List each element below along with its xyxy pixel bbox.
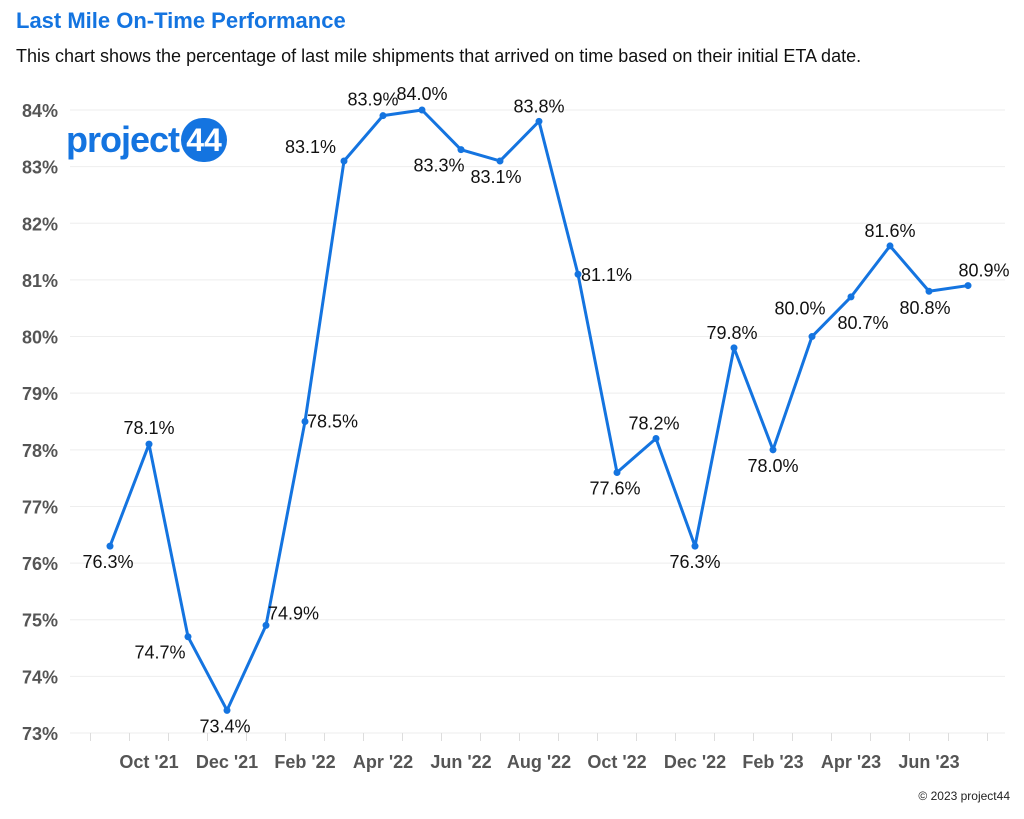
data-label: 73.4%: [199, 716, 250, 736]
x-tick-label: Apr '22: [353, 752, 413, 772]
y-tick-label: 84%: [22, 101, 58, 121]
copyright-text: © 2023 project44: [918, 789, 1010, 803]
x-tick-label: Dec '22: [664, 752, 726, 772]
x-axis-ticks: Oct '21 Dec '21 Feb '22 Apr '22 Jun '22 Aug '…: [119, 752, 959, 772]
y-tick-label: 73%: [22, 724, 58, 744]
y-tick-label: 74%: [22, 667, 58, 687]
data-point: [418, 106, 426, 114]
y-tick-label: 76%: [22, 554, 58, 574]
data-point: [925, 287, 933, 295]
data-label: 78.2%: [628, 413, 679, 433]
data-point: [184, 633, 192, 641]
data-point: [223, 706, 231, 714]
data-point: [262, 621, 270, 629]
y-tick-label: 79%: [22, 384, 58, 404]
y-tick-label: 77%: [22, 497, 58, 517]
chart-subtitle: This chart shows the percentage of last …: [16, 46, 862, 66]
x-tick-label: Jun '22: [430, 752, 491, 772]
x-tick-label: Oct '21: [119, 752, 178, 772]
data-point: [340, 157, 348, 165]
data-point: [106, 542, 114, 550]
data-label: 78.1%: [123, 418, 174, 438]
series-line-layer: [108, 108, 969, 712]
data-label: 83.1%: [470, 167, 521, 187]
data-label: 83.8%: [513, 96, 564, 116]
data-labels: 76.3% 78.1% 74.7% 73.4% 74.9% 78.5% 83.1% 83.9%…: [82, 84, 1009, 736]
data-label: 80.8%: [899, 298, 950, 318]
data-label: 78.0%: [747, 456, 798, 476]
x-tick-label: Oct '22: [587, 752, 646, 772]
data-point: [379, 112, 387, 120]
data-label: 79.8%: [706, 323, 757, 343]
data-label: 78.5%: [307, 412, 358, 432]
data-point: [496, 157, 504, 165]
x-tick-label: Apr '23: [821, 752, 881, 772]
data-point: [613, 468, 621, 476]
data-label: 81.1%: [581, 265, 632, 285]
data-point: [964, 282, 972, 290]
data-label: 76.3%: [82, 552, 133, 572]
y-tick-label: 75%: [22, 611, 58, 631]
project44-logo: project 44: [66, 118, 228, 162]
y-tick-label: 81%: [22, 271, 58, 291]
data-label: 80.9%: [958, 261, 1009, 281]
y-tick-label: 83%: [22, 158, 58, 178]
x-tick-label: Dec '21: [196, 752, 258, 772]
data-label: 74.9%: [268, 603, 319, 623]
x-tick-label: Feb '22: [274, 752, 335, 772]
data-label: 77.6%: [589, 478, 640, 498]
data-points: [106, 106, 972, 714]
data-point: [301, 418, 309, 425]
data-label: 83.1%: [285, 137, 336, 157]
data-point: [691, 542, 699, 550]
data-point: [847, 293, 855, 301]
x-tick-label: Feb '23: [742, 752, 803, 772]
data-label: 81.6%: [864, 221, 915, 241]
data-label: 80.7%: [837, 313, 888, 333]
data-label: 84.0%: [396, 84, 447, 104]
y-axis-ticks: 73% 74% 75% 76% 77% 78% 79% 80% 81% 82% 83% 84%: [22, 101, 58, 744]
data-label: 76.3%: [669, 552, 720, 572]
y-tick-label: 80%: [22, 328, 58, 348]
y-tick-label: 82%: [22, 214, 58, 234]
y-tick-label: 78%: [22, 441, 58, 461]
data-point: [535, 117, 543, 125]
data-point: [886, 242, 894, 250]
data-point: [730, 344, 738, 352]
series-line: [108, 108, 969, 712]
x-tick-label: Jun '23: [898, 752, 959, 772]
data-point: [145, 440, 153, 448]
data-point: [769, 446, 777, 454]
data-label: 83.3%: [413, 156, 464, 176]
data-label: 74.7%: [134, 643, 185, 663]
chart-title: Last Mile On-Time Performance: [16, 8, 346, 33]
logo-badge: 44: [181, 118, 228, 162]
data-point: [808, 333, 816, 341]
data-point: [652, 434, 660, 442]
logo-wordmark: project: [66, 119, 180, 160]
data-point: [574, 270, 582, 278]
data-point: [457, 146, 465, 154]
data-label: 83.9%: [347, 90, 398, 110]
x-tick-label: Aug '22: [507, 752, 571, 772]
data-label: 80.0%: [774, 299, 825, 319]
gridlines: [70, 109, 1005, 741]
